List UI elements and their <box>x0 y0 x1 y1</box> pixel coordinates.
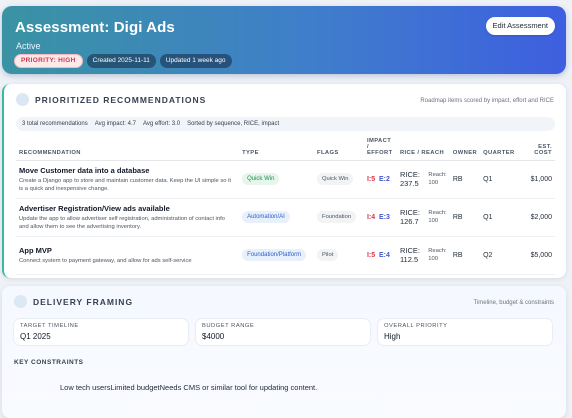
col-recommendation[interactable]: RECOMMENDATION <box>16 136 240 161</box>
overall-priority-box: OVERALL PRIORITY High <box>378 319 552 345</box>
owner-cell: RB <box>449 236 481 275</box>
cost-cell: $2,000 <box>522 198 555 237</box>
col-impact-effort[interactable]: IMPACT / EFFORT <box>363 136 397 161</box>
rice-reach: RICE: 126.7 Reach: 100 <box>400 208 447 226</box>
status-text: Active <box>16 41 41 51</box>
table-row[interactable]: Move Customer data into a database Creat… <box>16 160 555 199</box>
rec-title: Move Customer data into a database <box>19 165 150 175</box>
overall-priority-label: OVERALL PRIORITY <box>384 323 448 329</box>
reach-value: Reach: 100 <box>428 172 447 186</box>
recommendations-summary: 3 total recommendations Avg impact: 4.7 … <box>16 117 555 131</box>
quarter-cell: Q2 <box>480 236 523 275</box>
target-timeline-value: Q1 2025 <box>20 332 51 341</box>
budget-range-label: BUDGET RANGE <box>202 323 255 329</box>
quarter-cell: Q1 <box>480 198 523 237</box>
type-tag: Quick Win <box>242 173 280 185</box>
overall-priority-value: High <box>384 332 401 341</box>
col-quarter[interactable]: QUARTER <box>480 136 523 161</box>
reach-value: Reach: 100 <box>428 210 447 224</box>
quarter-cell: Q1 <box>480 160 523 199</box>
summary-avg-impact: Avg impact: 4.7 <box>94 121 136 127</box>
rec-desc: Create a Django app to store and maintai… <box>19 177 232 192</box>
impact-value: I:5 <box>366 251 376 259</box>
target-timeline-label: TARGET TIMELINE <box>20 323 79 329</box>
type-tag: Foundation/Platform <box>242 249 307 261</box>
impact-value: I:5 <box>366 175 376 183</box>
effort-value: E:2 <box>378 175 390 183</box>
flag-tag: Pilot <box>317 249 339 261</box>
rice-value: RICE: 112.5 <box>399 246 420 264</box>
recommendations-heading: PRIORITIZED RECOMMENDATIONS <box>16 93 206 106</box>
header-badges: PRIORITY: HIGH Created 2025-11-11 Update… <box>14 54 232 68</box>
flag-tag: Foundation <box>317 211 357 223</box>
delivery-heading: DELIVERY FRAMING <box>14 295 133 308</box>
rec-title: App MVP <box>19 245 52 255</box>
recommendations-title: PRIORITIZED RECOMMENDATIONS <box>35 94 207 105</box>
table-row[interactable]: App MVP Connect system to payment gatewa… <box>16 236 555 275</box>
updated-badge: Updated 1 week ago <box>159 54 232 68</box>
owner-cell: RB <box>449 160 481 199</box>
key-constraints-text: Low tech usersLimited budgetNeeds CMS or… <box>60 383 318 392</box>
effort-value: E:3 <box>378 213 390 221</box>
rec-desc: Update the app to allow advertiser self … <box>19 215 225 230</box>
reach-value: Reach: 100 <box>428 248 447 262</box>
priority-badge: PRIORITY: HIGH <box>14 54 83 68</box>
list-icon <box>16 93 29 106</box>
assessment-header: Assessment: Digi Ads Active PRIORITY: HI… <box>2 6 566 74</box>
recommendations-note: Roadmap items scored by impact, effort a… <box>420 98 554 104</box>
cost-cell: $5,000 <box>522 236 555 275</box>
delivery-card: DELIVERY FRAMING Timeline, budget & cons… <box>2 286 566 418</box>
impact-effort: I:5 E:2 <box>367 176 394 183</box>
rec-desc: Connect system to payment gateway, and a… <box>19 257 192 264</box>
impact-value: I:4 <box>366 213 376 221</box>
budget-range-value: $4000 <box>202 332 225 341</box>
cost-cell: $1,000 <box>522 160 555 199</box>
target-timeline-box: TARGET TIMELINE Q1 2025 <box>14 319 188 345</box>
recommendations-card: PRIORITIZED RECOMMENDATIONS Roadmap item… <box>2 84 566 278</box>
col-rice-reach[interactable]: RICE / REACH <box>396 136 450 161</box>
rice-value: RICE: 237.5 <box>399 170 420 188</box>
owner-cell: RB <box>449 198 481 237</box>
key-constraints-label: KEY CONSTRAINTS <box>14 359 84 366</box>
rec-title: Advertiser Registration/View ads availab… <box>19 203 170 213</box>
rice-reach: RICE: 112.5 Reach: 100 <box>400 246 447 264</box>
summary-avg-effort: Avg effort: 3.0 <box>142 121 181 127</box>
impact-effort: I:4 E:3 <box>367 214 394 221</box>
edit-assessment-button[interactable]: Edit Assessment <box>485 17 555 35</box>
table-row[interactable]: Advertiser Registration/View ads availab… <box>16 198 555 237</box>
flag-tag: Quick Win <box>317 173 354 185</box>
recommendations-table: RECOMMENDATION TYPE FLAGS IMPACT / EFFOR… <box>16 136 555 275</box>
delivery-note: Timeline, budget & constraints <box>473 300 554 306</box>
delivery-fields: TARGET TIMELINE Q1 2025 BUDGET RANGE $40… <box>14 319 552 345</box>
budget-range-box: BUDGET RANGE $4000 <box>196 319 370 345</box>
impact-effort: I:5 E:4 <box>367 252 394 259</box>
created-badge: Created 2025-11-11 <box>86 54 156 68</box>
col-type[interactable]: TYPE <box>239 136 315 161</box>
delivery-title: DELIVERY FRAMING <box>33 296 134 307</box>
effort-value: E:4 <box>378 251 390 259</box>
col-est-cost[interactable]: EST. COST <box>522 136 555 161</box>
col-flags[interactable]: FLAGS <box>314 136 364 161</box>
rice-value: RICE: 126.7 <box>399 208 420 226</box>
page-title: Assessment: Digi Ads <box>15 19 175 36</box>
col-owner[interactable]: OWNER <box>449 136 481 161</box>
summary-sorted: Sorted by sequence, RICE, impact <box>187 121 280 127</box>
type-tag: Automation/AI <box>242 211 290 223</box>
calendar-icon <box>14 295 27 308</box>
rice-reach: RICE: 237.5 Reach: 100 <box>400 170 447 188</box>
summary-total: 3 total recommendations <box>22 121 88 127</box>
